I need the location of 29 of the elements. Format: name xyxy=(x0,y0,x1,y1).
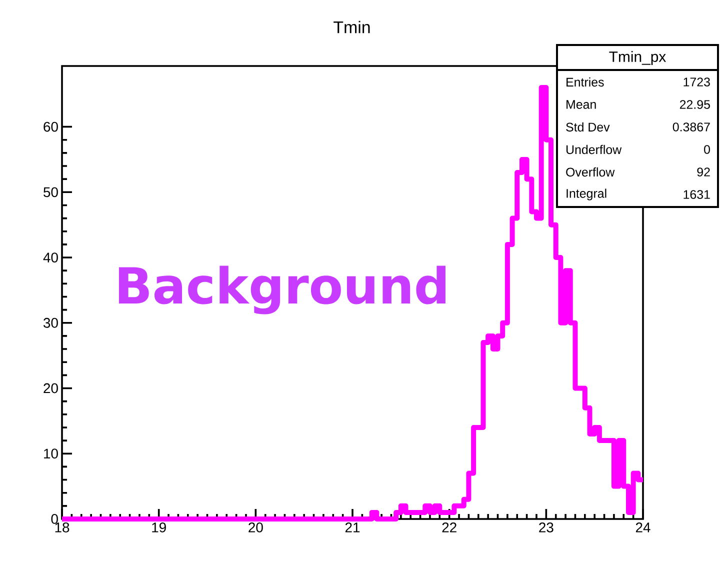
y-tick-label: 0 xyxy=(51,514,58,524)
annotation: Overflow xyxy=(566,167,615,177)
x-tick-label: 21 xyxy=(345,522,360,532)
annotation: Entries xyxy=(566,77,604,87)
text: 22.95 xyxy=(680,100,710,109)
y-tick-label: 30 xyxy=(44,318,58,328)
x-tick-label: 24 xyxy=(636,522,650,532)
text: Tmin_px xyxy=(609,51,666,65)
x-tick-label: 19 xyxy=(152,522,166,532)
annotation: Background xyxy=(118,266,446,314)
x-tick-label: 23 xyxy=(539,522,554,532)
annotation: Mean xyxy=(566,100,596,109)
x-tick-label: 22 xyxy=(442,522,456,532)
y-tick-label: 50 xyxy=(44,187,58,198)
y-tick-label: 20 xyxy=(44,383,58,394)
x-tick-label: 20 xyxy=(248,522,263,532)
annotation: Std Dev xyxy=(566,122,610,132)
annotation: Underflow xyxy=(566,144,622,154)
text: 1631 xyxy=(684,190,710,199)
x-tick-label: 18 xyxy=(55,522,70,532)
text: 0 xyxy=(704,145,710,154)
annotation: Integral xyxy=(566,188,606,200)
text: 0.3867 xyxy=(672,122,710,132)
text: 92 xyxy=(697,168,710,176)
y-tick-label: 10 xyxy=(44,448,58,459)
chart-title: Tmin xyxy=(334,20,370,34)
y-tick-label: 40 xyxy=(43,252,58,262)
text: 1723 xyxy=(684,78,710,86)
y-tick-label: 60 xyxy=(44,122,58,132)
